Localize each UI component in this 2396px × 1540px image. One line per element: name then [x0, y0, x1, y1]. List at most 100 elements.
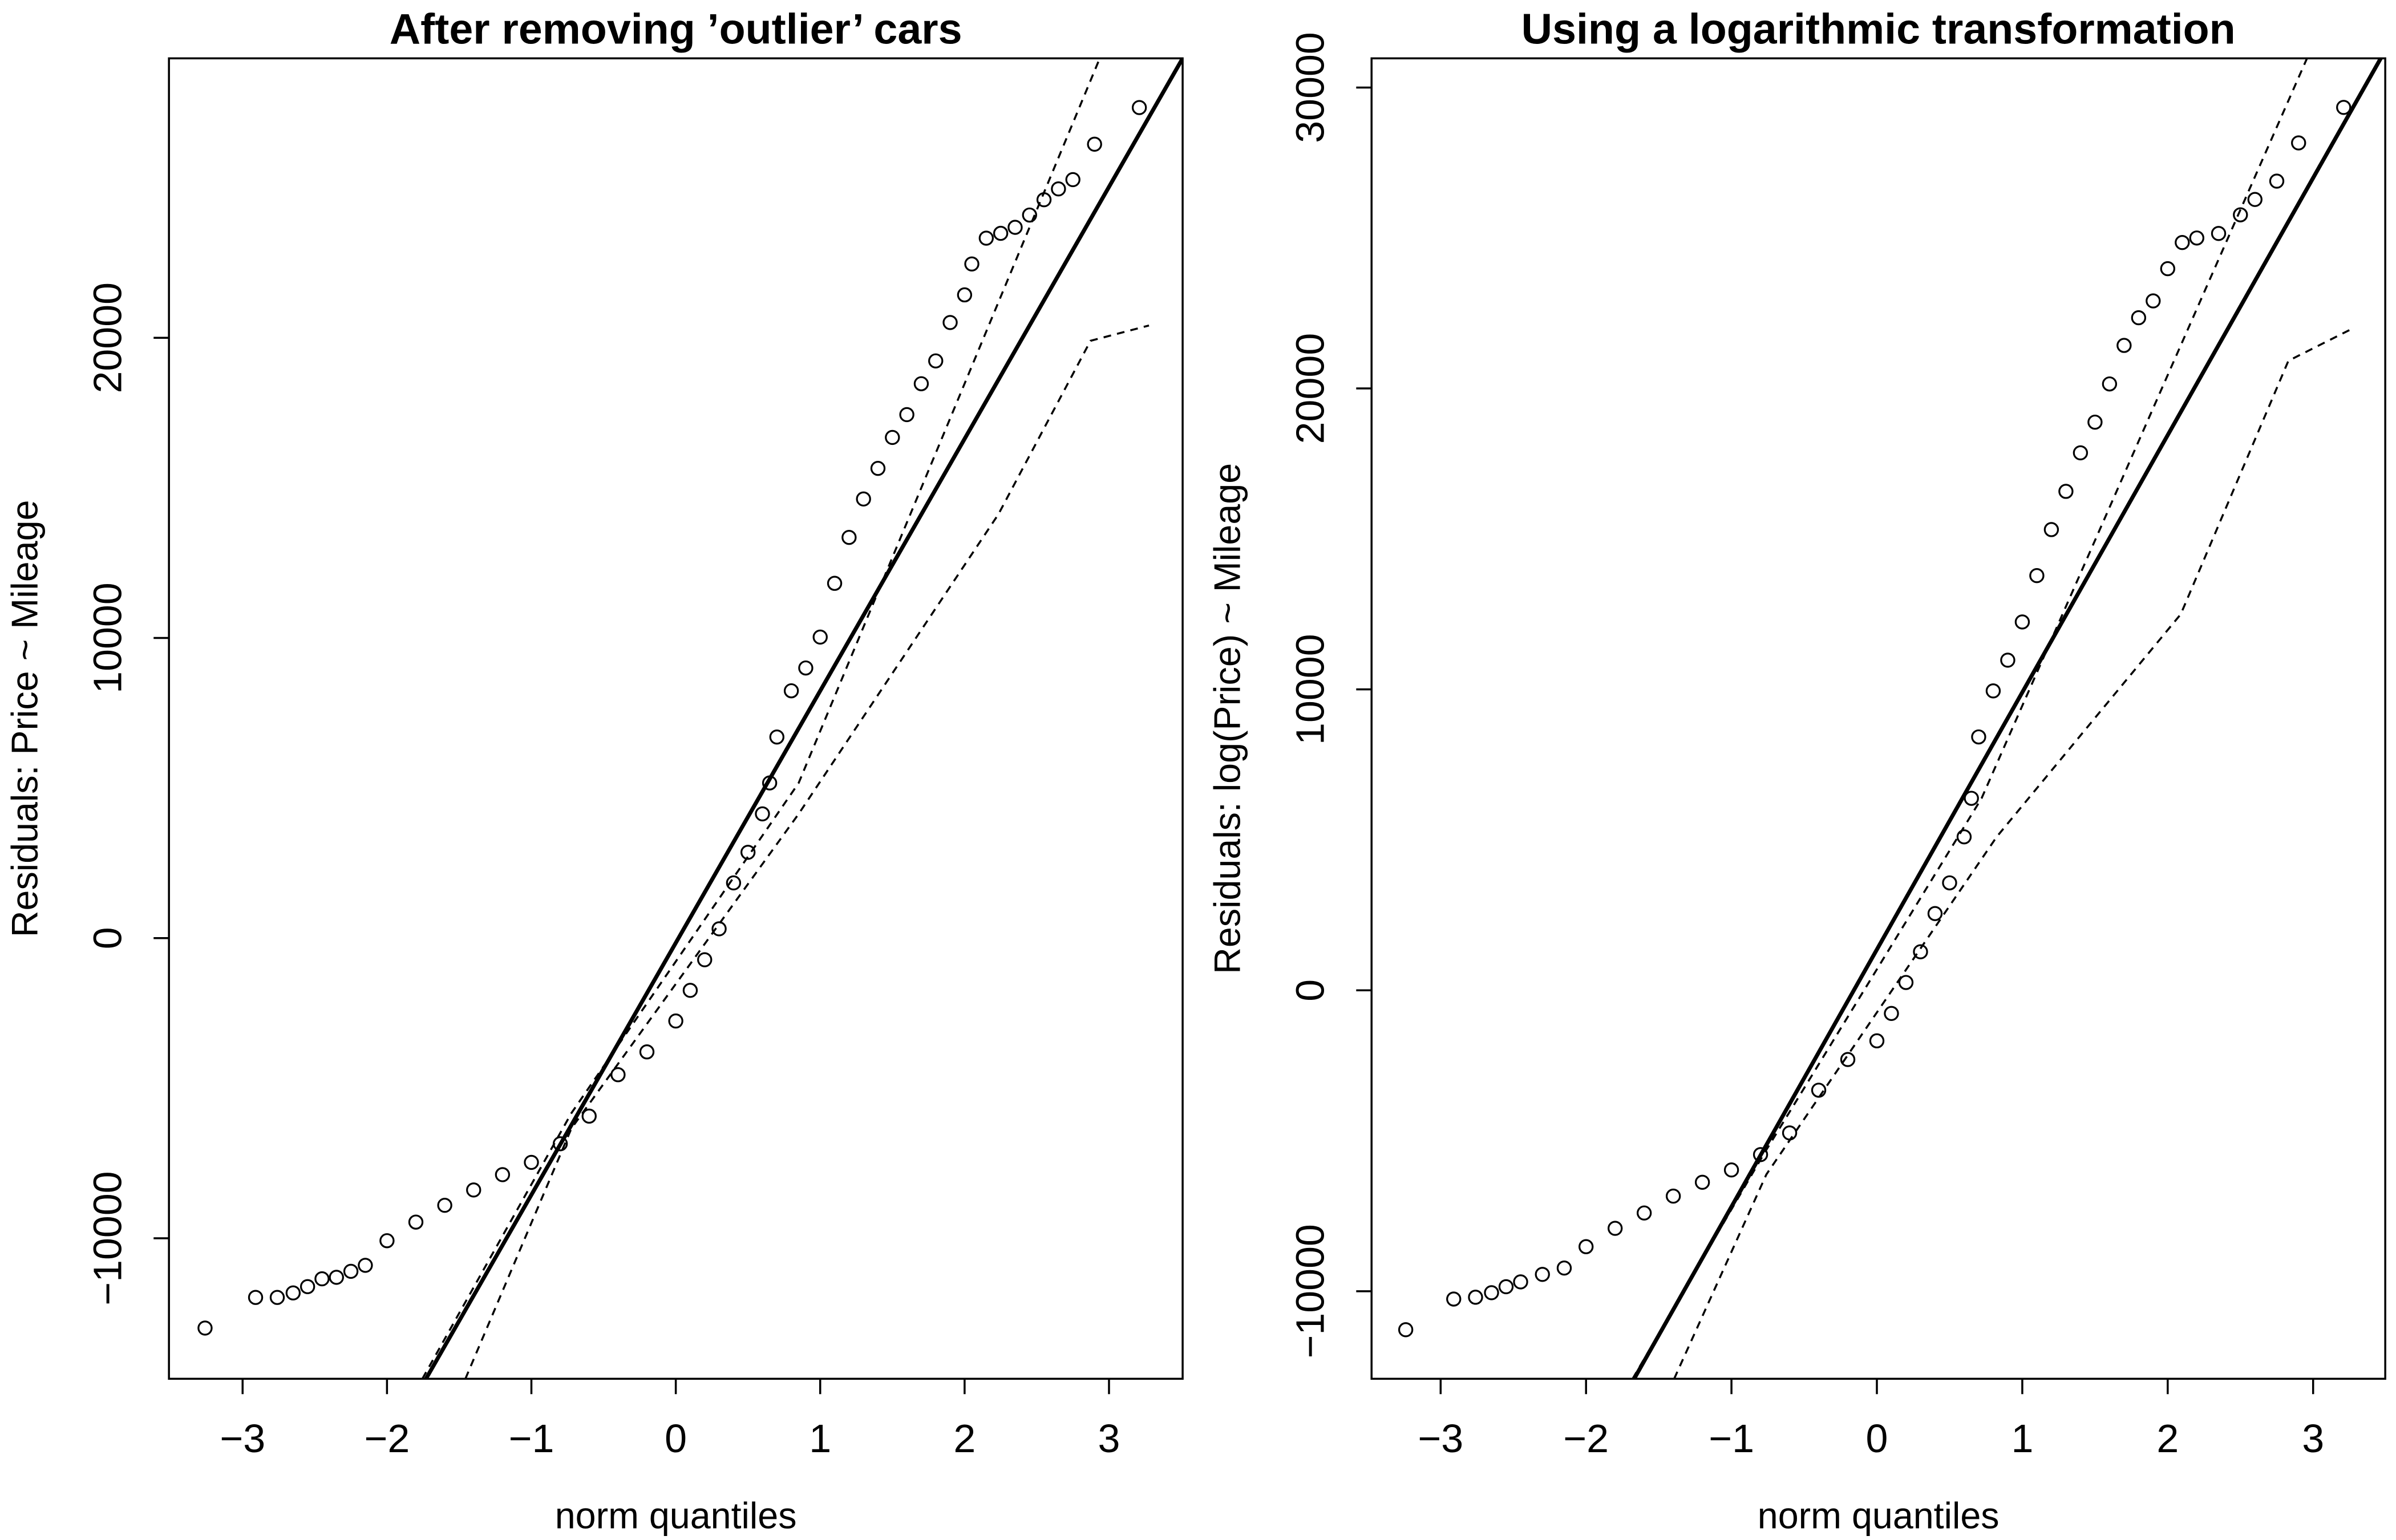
- qq-point: [1535, 1267, 1550, 1282]
- qq-point: [1484, 1285, 1499, 1300]
- qq-point: [495, 1167, 511, 1182]
- qq-point: [899, 407, 914, 423]
- y-tick-label: 0: [1288, 979, 1332, 1002]
- qq-point: [2000, 653, 2015, 668]
- qq-point: [639, 1044, 655, 1060]
- qq-point: [1022, 207, 1037, 223]
- qq-point: [408, 1214, 424, 1230]
- x-tick-label: −2: [1563, 1416, 1609, 1461]
- qq-point: [2336, 100, 2352, 115]
- qq-point: [285, 1285, 301, 1301]
- qq-point: [726, 875, 742, 891]
- qq-point: [2247, 192, 2263, 207]
- qq-point: [2102, 376, 2118, 392]
- x-axis-label: norm quantiles: [1758, 1495, 2000, 1536]
- qq-point: [552, 1136, 568, 1152]
- qq-point: [2029, 568, 2045, 583]
- qq-point: [358, 1258, 373, 1273]
- qq-point: [581, 1108, 597, 1124]
- qq-point: [1636, 1205, 1652, 1221]
- confidence-envelope-lower: [464, 324, 1150, 1379]
- qq-point: [870, 460, 886, 476]
- confidence-envelope-lower: [1673, 329, 2350, 1379]
- qq-point: [2269, 173, 2285, 189]
- qq-point: [1446, 1291, 1462, 1307]
- qq-point: [1898, 975, 1914, 990]
- reference-line: [1632, 58, 2383, 1379]
- qq-point: [964, 256, 980, 271]
- qq-point: [711, 921, 727, 937]
- qq-point: [314, 1271, 330, 1287]
- qq-point: [1468, 1290, 1483, 1305]
- qq-point: [2175, 234, 2190, 250]
- qq-point: [2043, 522, 2059, 537]
- qq-point: [1065, 172, 1080, 188]
- qq-point: [798, 660, 813, 676]
- chart-title: Using a logarithmic transformation: [1521, 5, 2236, 52]
- qq-point: [812, 629, 828, 645]
- qq-point: [2146, 293, 2161, 309]
- qq-point: [978, 230, 994, 246]
- y-tick-label: 20000: [85, 282, 129, 394]
- qq-point: [524, 1154, 539, 1170]
- qq-point: [2073, 445, 2089, 461]
- qq-point: [2211, 226, 2227, 241]
- qq-point: [957, 287, 973, 303]
- x-tick-label: −1: [509, 1416, 555, 1461]
- qq-point: [1811, 1083, 1827, 1098]
- qq-point: [1723, 1162, 1739, 1178]
- qq-point: [1513, 1274, 1528, 1290]
- qq-point: [2131, 310, 2147, 326]
- qq-point: [437, 1197, 452, 1213]
- qq-point: [300, 1279, 315, 1294]
- x-tick-label: 3: [2302, 1416, 2324, 1461]
- x-tick-label: 1: [2011, 1416, 2033, 1461]
- qq-point: [248, 1290, 264, 1305]
- qq-point: [783, 683, 799, 699]
- qq-point: [466, 1182, 481, 1198]
- y-axis-label: Residuals: Price ~ Mileage: [5, 500, 46, 937]
- qq-point: [1884, 1006, 1899, 1022]
- y-axis-label: Residuals: log(Price) ~ Mileage: [1207, 463, 1248, 974]
- x-tick-label: −1: [1709, 1416, 1754, 1461]
- x-tick-label: 2: [2156, 1416, 2179, 1461]
- qq-point: [1927, 906, 1943, 921]
- qq-point: [1051, 181, 1066, 197]
- qq-point: [343, 1263, 359, 1279]
- qq-point: [668, 1013, 683, 1029]
- qq-point: [329, 1270, 344, 1285]
- qq-point: [1131, 100, 1147, 115]
- qq-point: [197, 1320, 213, 1336]
- qq-point: [841, 530, 857, 545]
- x-tick-label: −3: [1418, 1416, 1463, 1461]
- qq-point: [610, 1067, 626, 1083]
- qq-point: [1087, 136, 1102, 152]
- qq-point: [942, 315, 958, 330]
- qq-point: [2087, 414, 2103, 430]
- qq-point: [1913, 944, 1928, 959]
- y-tick-label: −10000: [1288, 1224, 1332, 1358]
- qq-point: [2116, 338, 2132, 353]
- x-tick-label: 3: [1098, 1416, 1120, 1461]
- qq-point: [856, 491, 871, 507]
- qq-point: [1579, 1239, 1594, 1254]
- y-tick-label: 30000: [1288, 32, 1332, 143]
- qq-point: [885, 429, 900, 445]
- confidence-envelope-upper: [1632, 58, 2308, 1379]
- qq-point: [1556, 1261, 1572, 1276]
- qq-point: [913, 376, 929, 391]
- qq-point: [1498, 1279, 1514, 1295]
- qq-point: [1607, 1221, 1623, 1236]
- qq-point: [2160, 261, 2176, 277]
- qq-point: [1956, 829, 1972, 845]
- qq-point: [697, 952, 713, 967]
- x-tick-label: −3: [220, 1416, 265, 1461]
- qq-point: [1782, 1125, 1798, 1141]
- x-tick-label: 1: [809, 1416, 831, 1461]
- qq-point: [1398, 1322, 1414, 1338]
- qq-point: [762, 775, 778, 791]
- qq-point: [1985, 683, 2001, 699]
